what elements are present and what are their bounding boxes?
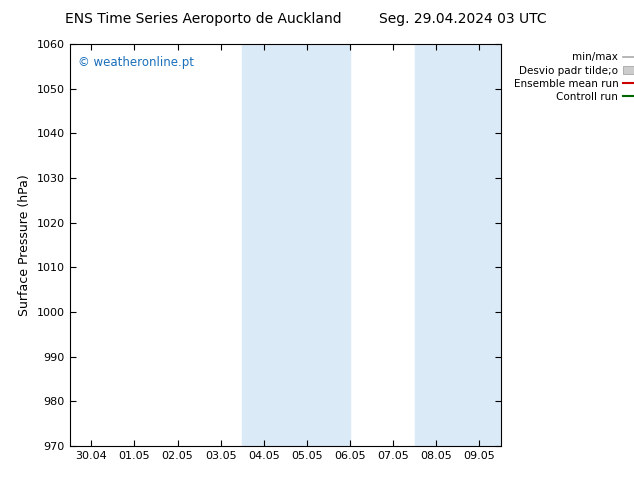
Text: © weatheronline.pt: © weatheronline.pt — [79, 56, 195, 69]
Legend: min/max, Desvio padr tilde;o, Ensemble mean run, Controll run: min/max, Desvio padr tilde;o, Ensemble m… — [510, 49, 634, 105]
Bar — [242, 44, 350, 446]
Text: Seg. 29.04.2024 03 UTC: Seg. 29.04.2024 03 UTC — [379, 12, 547, 26]
Y-axis label: Surface Pressure (hPa): Surface Pressure (hPa) — [18, 174, 31, 316]
Text: ENS Time Series Aeroporto de Auckland: ENS Time Series Aeroporto de Auckland — [65, 12, 341, 26]
Bar — [415, 44, 522, 446]
